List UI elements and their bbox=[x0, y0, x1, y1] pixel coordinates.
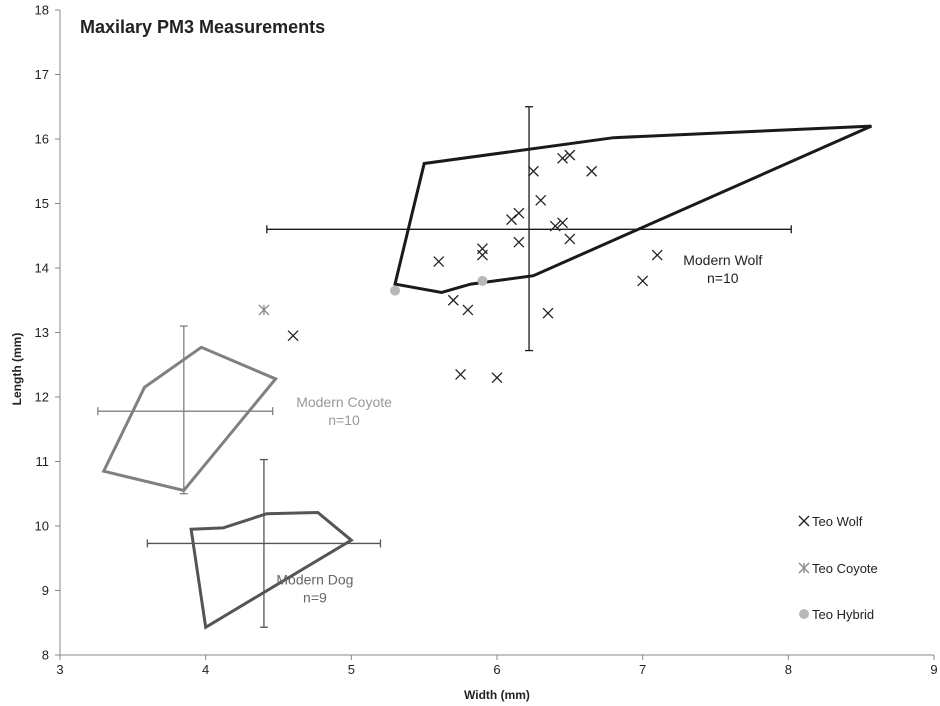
teo-wolf-point-stroke bbox=[557, 217, 569, 229]
group-overlays: Modern Wolf n=10 Modern Coyote n=10 Modern D… bbox=[97, 106, 873, 630]
modern-coyote-label: Modern Coyote bbox=[296, 394, 392, 410]
y-tick-label: 8 bbox=[42, 648, 49, 663]
teo-wolf-point bbox=[527, 165, 539, 177]
teo-wolf-point-stroke bbox=[557, 152, 569, 164]
teo-wolf-point bbox=[637, 275, 649, 287]
teo-wolf-point bbox=[491, 372, 503, 384]
teo-wolf-point bbox=[564, 233, 576, 245]
teo-wolf-point-stroke bbox=[564, 149, 576, 161]
x-tick-label: 9 bbox=[930, 662, 937, 677]
legend-item-teo-wolf: Teo Wolf bbox=[798, 514, 863, 529]
teo-wolf-point bbox=[586, 165, 598, 177]
data-points bbox=[258, 149, 663, 384]
teo-wolf-point-stroke bbox=[447, 294, 459, 306]
y-tick-label: 14 bbox=[35, 261, 49, 276]
teo-wolf-point bbox=[287, 330, 299, 342]
modern-coyote-n-label: n=10 bbox=[328, 412, 360, 428]
y-tick-label: 9 bbox=[42, 583, 49, 598]
x-axis-title: Width (mm) bbox=[464, 688, 530, 702]
y-tick-label: 11 bbox=[36, 454, 50, 469]
teo-wolf-point bbox=[513, 207, 525, 219]
teo-wolf-point bbox=[476, 249, 488, 261]
teo-wolf-point-stroke bbox=[651, 249, 663, 261]
teo-wolf-point bbox=[564, 149, 576, 161]
legend: Teo Wolf Teo Coyote Teo Hybrid bbox=[798, 514, 878, 622]
teo-wolf-point-stroke bbox=[564, 233, 576, 245]
teo-wolf-point bbox=[447, 294, 459, 306]
modern-wolf-label: Modern Wolf bbox=[683, 252, 762, 268]
teo-wolf-point-stroke bbox=[513, 236, 525, 248]
y-tick-label: 13 bbox=[35, 325, 49, 340]
x-tick-label: 4 bbox=[202, 662, 209, 677]
teo-wolf-point bbox=[462, 304, 474, 316]
teo-wolf-point-stroke bbox=[433, 256, 445, 268]
legend-item-teo-hybrid: Teo Hybrid bbox=[799, 607, 874, 622]
modern-wolf-n-label: n=10 bbox=[707, 270, 739, 286]
y-axis-title: Length (mm) bbox=[10, 333, 24, 406]
teo-wolf-point bbox=[549, 220, 561, 232]
teo-wolf-point-stroke bbox=[527, 165, 539, 177]
teo-wolf-point-stroke bbox=[637, 275, 649, 287]
legend-marker-teo-hybrid bbox=[799, 609, 809, 619]
teo-wolf-point-stroke bbox=[491, 372, 503, 384]
modern-dog-label: Modern Dog bbox=[276, 572, 353, 588]
legend-item-teo-coyote: Teo Coyote bbox=[798, 561, 878, 576]
modern-wolf-range-polygon bbox=[393, 124, 873, 295]
teo-wolf-point bbox=[557, 152, 569, 164]
teo-wolf-point-stroke bbox=[476, 249, 488, 261]
modern-dog-range-polygon bbox=[189, 510, 354, 630]
teo-wolf-point-stroke bbox=[462, 304, 474, 316]
chart-title: Maxilary PM3 Measurements bbox=[80, 17, 325, 37]
teo-wolf-point bbox=[455, 368, 467, 380]
teo-wolf-point-stroke bbox=[549, 220, 561, 232]
legend-marker-teo-wolf bbox=[798, 515, 810, 527]
teo-wolf-point bbox=[542, 307, 554, 319]
teo-wolf-point-stroke bbox=[455, 368, 467, 380]
legend-label-teo-hybrid: Teo Hybrid bbox=[812, 607, 874, 622]
teo-wolf-point bbox=[433, 256, 445, 268]
y-tick-label: 18 bbox=[35, 3, 49, 18]
legend-label-teo-coyote: Teo Coyote bbox=[812, 561, 878, 576]
modern-dog-n-label: n=9 bbox=[303, 590, 327, 606]
teo-wolf-point-stroke bbox=[513, 207, 525, 219]
x-tick-label: 7 bbox=[639, 662, 646, 677]
teo-hybrid-point bbox=[477, 275, 488, 286]
y-tick-label: 15 bbox=[35, 196, 49, 211]
teo-wolf-point bbox=[651, 249, 663, 261]
teo-wolf-point bbox=[513, 236, 525, 248]
teo-wolf-point bbox=[557, 217, 569, 229]
x-tick-label: 3 bbox=[56, 662, 63, 677]
y-tick-label: 12 bbox=[35, 390, 49, 405]
x-tick-label: 5 bbox=[348, 662, 355, 677]
teo-hybrid-point bbox=[390, 285, 401, 296]
teo-wolf-point-stroke bbox=[535, 194, 547, 206]
y-tick-label: 10 bbox=[35, 519, 49, 534]
modern-coyote-range-polygon bbox=[101, 345, 279, 493]
legend-marker-teo-wolf-stroke bbox=[798, 515, 810, 527]
teo-wolf-point bbox=[535, 194, 547, 206]
teo-wolf-point-stroke bbox=[586, 165, 598, 177]
x-tick-label: 6 bbox=[493, 662, 500, 677]
teo-wolf-point-stroke bbox=[542, 307, 554, 319]
axes: 3 4 5 6 7 8 9 8 9 10 11 12 13 14 15 16 17 18 bbox=[35, 3, 938, 678]
y-tick-label: 17 bbox=[35, 67, 49, 82]
legend-marker-teo-coyote bbox=[798, 562, 810, 574]
legend-label-teo-wolf: Teo Wolf bbox=[812, 514, 863, 529]
teo-coyote-point bbox=[258, 304, 270, 316]
x-tick-label: 8 bbox=[785, 662, 792, 677]
y-tick-label: 16 bbox=[35, 132, 49, 147]
teo-wolf-point-stroke bbox=[287, 330, 299, 342]
